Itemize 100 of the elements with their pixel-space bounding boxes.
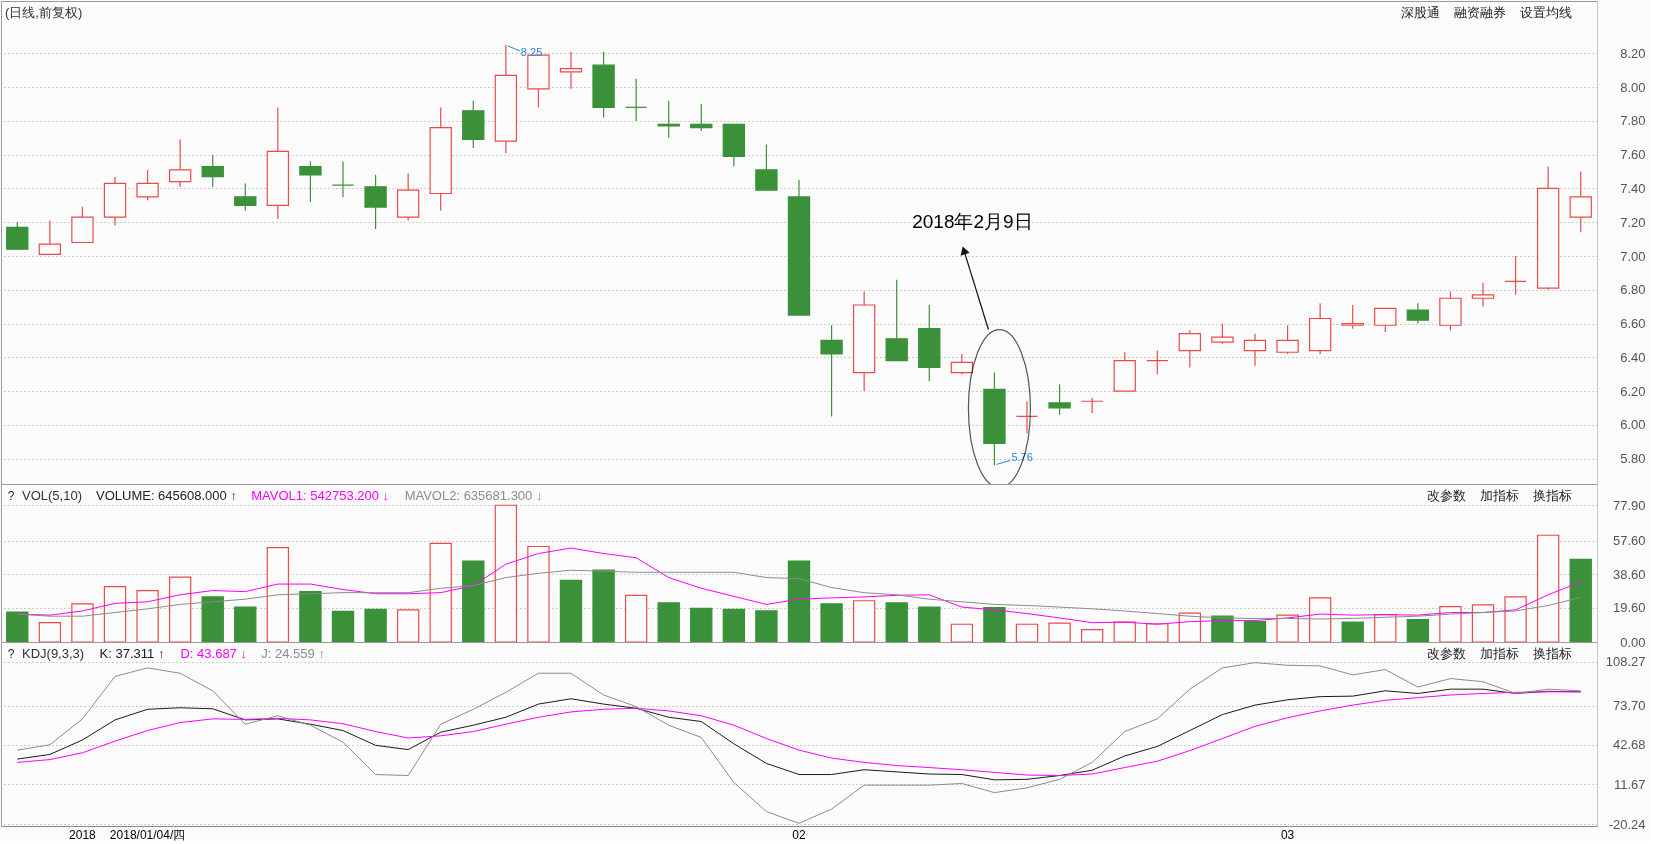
annotation: 换指标 bbox=[1533, 646, 1572, 661]
line-series bbox=[16, 662, 1582, 824]
annotation: 改参数 bbox=[1427, 488, 1466, 503]
bar bbox=[722, 608, 746, 643]
annotation: 2018年2月9日 bbox=[912, 210, 1033, 232]
bar bbox=[364, 608, 387, 643]
bar bbox=[299, 591, 322, 643]
candlestick bbox=[38, 219, 62, 255]
bar bbox=[201, 596, 224, 643]
candlestick bbox=[168, 138, 192, 188]
candlestick bbox=[1048, 383, 1071, 416]
y-tick-label: 38.60 bbox=[1612, 566, 1646, 582]
annotation: VOLUME: 645608.000 ↑ bbox=[95, 488, 237, 503]
x-tick-label: 02 bbox=[792, 827, 806, 842]
annotation: 深股通 bbox=[1401, 5, 1440, 20]
line-series bbox=[16, 569, 1582, 620]
y-tick-label: 6.40 bbox=[1620, 349, 1646, 365]
bar bbox=[462, 560, 485, 643]
candlestick bbox=[1146, 349, 1169, 375]
bar bbox=[1243, 621, 1267, 643]
bar bbox=[820, 603, 843, 643]
text: MAVOL2: 635681.300 ↓ bbox=[404, 488, 543, 503]
text: J: 24.559 ↑ bbox=[261, 646, 325, 661]
y-tick-label: 7.60 bbox=[1620, 147, 1646, 163]
text: MAVOL1: 542753.200 ↓ bbox=[251, 488, 390, 503]
candlestick bbox=[364, 174, 387, 230]
x-tick-label: 03 bbox=[1280, 827, 1295, 842]
chart-title: (日线,前复权) bbox=[5, 5, 83, 20]
candlestick bbox=[1471, 282, 1495, 308]
y-tick-label: 73.70 bbox=[1612, 698, 1646, 714]
candlestick bbox=[885, 279, 908, 362]
y-tick-label: 8.00 bbox=[1620, 79, 1646, 95]
annotation: 加指标 bbox=[1480, 646, 1519, 661]
y-tick-label: 8.20 bbox=[1620, 45, 1646, 61]
bar bbox=[592, 569, 615, 643]
text: D: 43.687 ↓ bbox=[180, 646, 247, 661]
bar bbox=[755, 610, 778, 643]
annotation: ? bbox=[7, 489, 15, 503]
bar bbox=[690, 607, 713, 643]
candlestick bbox=[1015, 400, 1039, 434]
candlestick bbox=[1374, 307, 1397, 333]
y-tick-label: 7.40 bbox=[1620, 180, 1646, 196]
y-tick-label: 77.90 bbox=[1612, 497, 1646, 513]
y-tick-label: 19.60 bbox=[1612, 600, 1646, 616]
bar bbox=[1341, 621, 1364, 643]
candlestick bbox=[1243, 333, 1267, 367]
candlestick bbox=[299, 160, 322, 203]
annotation: 设置均线 bbox=[1520, 5, 1572, 20]
y-tick-label: 7.80 bbox=[1620, 113, 1646, 129]
annotation: ? bbox=[7, 647, 15, 661]
candlestick bbox=[1276, 324, 1299, 355]
bar bbox=[983, 606, 1006, 643]
y-tick-label: 11.67 bbox=[1613, 776, 1646, 792]
y-tick-label: 6.20 bbox=[1620, 383, 1646, 399]
bar bbox=[234, 606, 257, 643]
candlestick bbox=[234, 182, 257, 212]
annotation: 换指标 bbox=[1533, 488, 1572, 503]
candlestick bbox=[690, 103, 713, 132]
annotation: 8.25 bbox=[520, 45, 543, 58]
y-tick-label: 5.80 bbox=[1620, 451, 1646, 467]
y-tick-label: 6.00 bbox=[1620, 417, 1646, 433]
bar bbox=[918, 606, 941, 643]
candlestick bbox=[1080, 397, 1104, 414]
bar bbox=[6, 611, 29, 643]
candlestick bbox=[1341, 304, 1364, 330]
candlestick bbox=[1178, 329, 1202, 369]
candlestick bbox=[331, 160, 355, 198]
candlestick bbox=[950, 353, 974, 375]
y-tick-label: 6.80 bbox=[1620, 282, 1646, 298]
y-tick-label: 108.27 bbox=[1605, 654, 1646, 670]
text: K: 37.311 ↑ bbox=[99, 646, 165, 661]
y-tick-label: 57.60 bbox=[1612, 533, 1646, 549]
bar bbox=[657, 602, 680, 643]
candlestick bbox=[624, 78, 648, 122]
bar bbox=[1569, 558, 1592, 643]
x-tick-label: 2018/01/04/四 bbox=[109, 827, 186, 842]
candlestick bbox=[657, 100, 680, 139]
y-tick-label: 7.00 bbox=[1620, 248, 1646, 264]
annotation: 加指标 bbox=[1480, 488, 1519, 503]
chart-title: KDJ(9,3,3) bbox=[22, 646, 85, 661]
line-series bbox=[16, 547, 1582, 625]
annotation: 改参数 bbox=[1427, 646, 1466, 661]
candlestick bbox=[559, 51, 583, 90]
bar bbox=[787, 560, 811, 643]
candlestick bbox=[6, 221, 29, 250]
annotation: 融资融券 bbox=[1454, 5, 1506, 20]
y-tick-label: 0.00 bbox=[1620, 634, 1646, 650]
bar bbox=[331, 610, 355, 643]
bar bbox=[1406, 618, 1430, 643]
candlestick bbox=[1504, 255, 1527, 296]
y-tick-label: -20.24 bbox=[1608, 816, 1646, 832]
y-tick-label: 42.68 bbox=[1612, 737, 1646, 753]
chart-title: VOL(5,10) bbox=[22, 488, 82, 503]
y-tick-label: 7.20 bbox=[1620, 214, 1646, 230]
y-tick-label: 6.60 bbox=[1620, 316, 1646, 332]
candlestick bbox=[755, 143, 778, 191]
candlestick bbox=[820, 324, 843, 418]
candlestick bbox=[136, 169, 159, 201]
candlestick bbox=[1406, 302, 1430, 325]
candlestick bbox=[201, 154, 224, 188]
